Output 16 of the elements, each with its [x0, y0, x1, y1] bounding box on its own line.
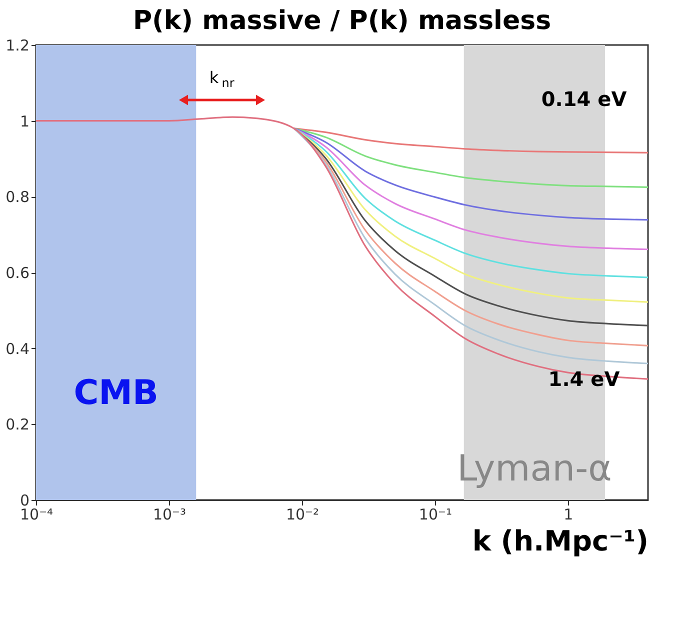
x-tick-label: 1 — [564, 506, 574, 524]
y-tick-label: 0.8 — [6, 188, 30, 206]
annotation: 1.4 eV — [548, 367, 620, 391]
band-label: Lyman-α — [457, 448, 612, 490]
y-tick-label: 0.4 — [6, 340, 30, 358]
chart-title: P(k) massive / P(k) massless — [132, 6, 552, 36]
band-label: CMB — [74, 372, 158, 413]
x-tick-label: 10⁻¹ — [418, 506, 452, 524]
annotation: 0.14 eV — [541, 87, 628, 111]
y-tick-label: 1.2 — [6, 36, 30, 54]
x-axis-title: k (h.Mpc⁻¹) — [472, 524, 648, 558]
y-tick-label: 1 — [20, 112, 30, 130]
x-tick-label: 10⁻² — [286, 506, 319, 524]
y-tick-label: 0.6 — [6, 264, 30, 282]
y-tick-label: 0.2 — [6, 416, 30, 434]
x-tick-label: 10⁻³ — [152, 506, 186, 524]
